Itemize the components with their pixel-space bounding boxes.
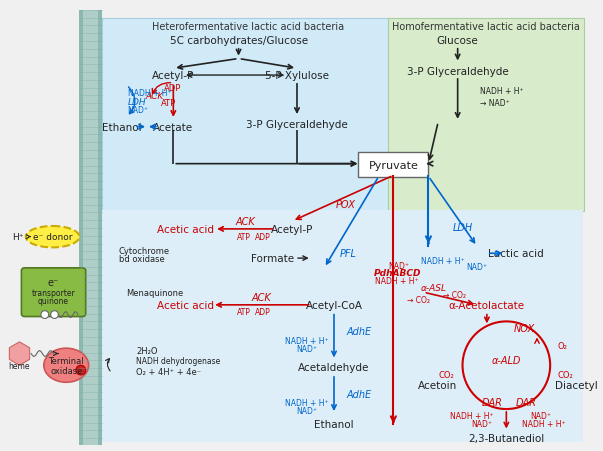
FancyBboxPatch shape <box>358 152 429 178</box>
FancyBboxPatch shape <box>388 18 584 212</box>
Text: 3-P Glyceraldehyde: 3-P Glyceraldehyde <box>246 120 348 129</box>
Text: NADH + H⁺: NADH + H⁺ <box>450 411 494 420</box>
Text: transporter: transporter <box>32 288 75 297</box>
Text: Heterofermentative lactic acid bacteria: Heterofermentative lactic acid bacteria <box>152 22 344 32</box>
Text: NAD⁺: NAD⁺ <box>128 106 148 115</box>
Text: e⁻: e⁻ <box>48 278 59 288</box>
Circle shape <box>41 311 49 319</box>
FancyBboxPatch shape <box>103 211 583 442</box>
FancyBboxPatch shape <box>22 268 86 317</box>
Ellipse shape <box>26 226 80 248</box>
Text: O₂: O₂ <box>558 341 568 350</box>
Text: LDH: LDH <box>128 97 146 106</box>
Text: Pyruvate: Pyruvate <box>368 160 418 170</box>
Text: DAR: DAR <box>481 397 502 407</box>
Text: NADH + H⁺: NADH + H⁺ <box>285 336 329 345</box>
Text: NADH + H⁺: NADH + H⁺ <box>285 398 329 407</box>
Text: NOX: NOX <box>513 323 534 333</box>
Text: AdhE: AdhE <box>347 327 372 336</box>
Text: NADH + H⁺: NADH + H⁺ <box>128 89 171 98</box>
Text: Ethanol: Ethanol <box>314 419 354 429</box>
Text: α-ALD: α-ALD <box>491 355 521 366</box>
Text: Cytochrome: Cytochrome <box>119 246 170 255</box>
Text: ADP: ADP <box>163 84 181 93</box>
Text: NAD⁺: NAD⁺ <box>467 263 488 272</box>
Text: Ethanol: Ethanol <box>102 122 142 132</box>
Text: ACK: ACK <box>146 92 164 101</box>
Text: Diacetyl: Diacetyl <box>555 380 598 390</box>
Text: Acetyl-P: Acetyl-P <box>271 225 314 235</box>
FancyBboxPatch shape <box>83 11 98 445</box>
Text: NADH + H⁺: NADH + H⁺ <box>480 87 523 96</box>
Text: 5C carbohydrates/Glucose: 5C carbohydrates/Glucose <box>169 36 308 46</box>
Text: Menaquinone: Menaquinone <box>127 288 184 297</box>
Text: ATP: ATP <box>236 233 250 242</box>
Text: PdhABCD: PdhABCD <box>373 269 421 278</box>
Ellipse shape <box>44 349 89 382</box>
Text: Acetate: Acetate <box>153 122 194 132</box>
FancyBboxPatch shape <box>79 11 103 445</box>
Text: NAD⁺: NAD⁺ <box>472 419 493 428</box>
Text: POX: POX <box>336 199 356 209</box>
Text: DAR: DAR <box>516 397 536 407</box>
Circle shape <box>51 311 58 319</box>
Text: NADH + H⁺: NADH + H⁺ <box>376 276 419 285</box>
Text: Acetoin: Acetoin <box>418 380 458 390</box>
Text: 5-P Xylulose: 5-P Xylulose <box>265 71 329 81</box>
Text: 3-P Glyceraldehyde: 3-P Glyceraldehyde <box>407 67 508 77</box>
Text: CO₂: CO₂ <box>439 371 455 380</box>
Text: α-Acetolactate: α-Acetolactate <box>449 300 525 310</box>
Text: bd oxidase: bd oxidase <box>119 254 165 263</box>
Text: → CO₂: → CO₂ <box>407 296 430 305</box>
Text: NADH dehydrogenase: NADH dehydrogenase <box>136 356 221 365</box>
Text: O₂ + 4H⁺ + 4e⁻: O₂ + 4H⁺ + 4e⁻ <box>136 367 201 376</box>
Text: CO₂: CO₂ <box>558 371 573 380</box>
Text: → NAD⁺: → NAD⁺ <box>480 99 510 108</box>
Text: NAD⁺: NAD⁺ <box>530 411 551 420</box>
Text: Lactic acid: Lactic acid <box>488 249 544 259</box>
Text: Terminal: Terminal <box>48 356 84 365</box>
Text: AdhE: AdhE <box>347 390 372 400</box>
Text: α-ASL: α-ASL <box>420 283 446 292</box>
Text: LDH: LDH <box>452 222 473 232</box>
Text: H⁺: H⁺ <box>12 233 24 242</box>
Text: Acetic acid: Acetic acid <box>157 300 213 310</box>
Text: Glucose: Glucose <box>437 36 479 46</box>
Text: NADH + H⁺: NADH + H⁺ <box>522 419 565 428</box>
Text: heme: heme <box>8 361 30 370</box>
FancyBboxPatch shape <box>103 18 388 212</box>
Text: ATP: ATP <box>236 308 250 317</box>
Text: ATP: ATP <box>160 99 176 108</box>
Text: Acetaldehyde: Acetaldehyde <box>298 362 370 373</box>
Text: e⁻ donor: e⁻ donor <box>33 233 72 242</box>
Text: Homofermentative lactic acid bacteria: Homofermentative lactic acid bacteria <box>392 22 580 32</box>
Text: ACK: ACK <box>251 292 271 302</box>
Text: → CO₂: → CO₂ <box>443 290 466 299</box>
Text: ACK: ACK <box>236 216 255 226</box>
Text: NAD⁺: NAD⁺ <box>296 405 317 414</box>
Text: NADH + H⁺: NADH + H⁺ <box>421 256 465 265</box>
Text: Acetic acid: Acetic acid <box>157 225 213 235</box>
Text: NAD⁺: NAD⁺ <box>389 262 409 271</box>
Text: NAD⁺: NAD⁺ <box>296 345 317 354</box>
Text: 2,3-Butanediol: 2,3-Butanediol <box>468 433 545 443</box>
Text: oxidase: oxidase <box>50 366 83 375</box>
Text: 2H₂O: 2H₂O <box>136 346 158 355</box>
Text: Formate: Formate <box>251 253 294 263</box>
Text: ADP: ADP <box>255 308 271 317</box>
Text: quinone: quinone <box>38 297 69 306</box>
Text: PFL: PFL <box>340 249 357 259</box>
Text: Acetyl-CoA: Acetyl-CoA <box>306 300 362 310</box>
Circle shape <box>76 365 86 375</box>
Text: ADP: ADP <box>255 233 271 242</box>
Text: Acetyl-P: Acetyl-P <box>152 71 195 81</box>
